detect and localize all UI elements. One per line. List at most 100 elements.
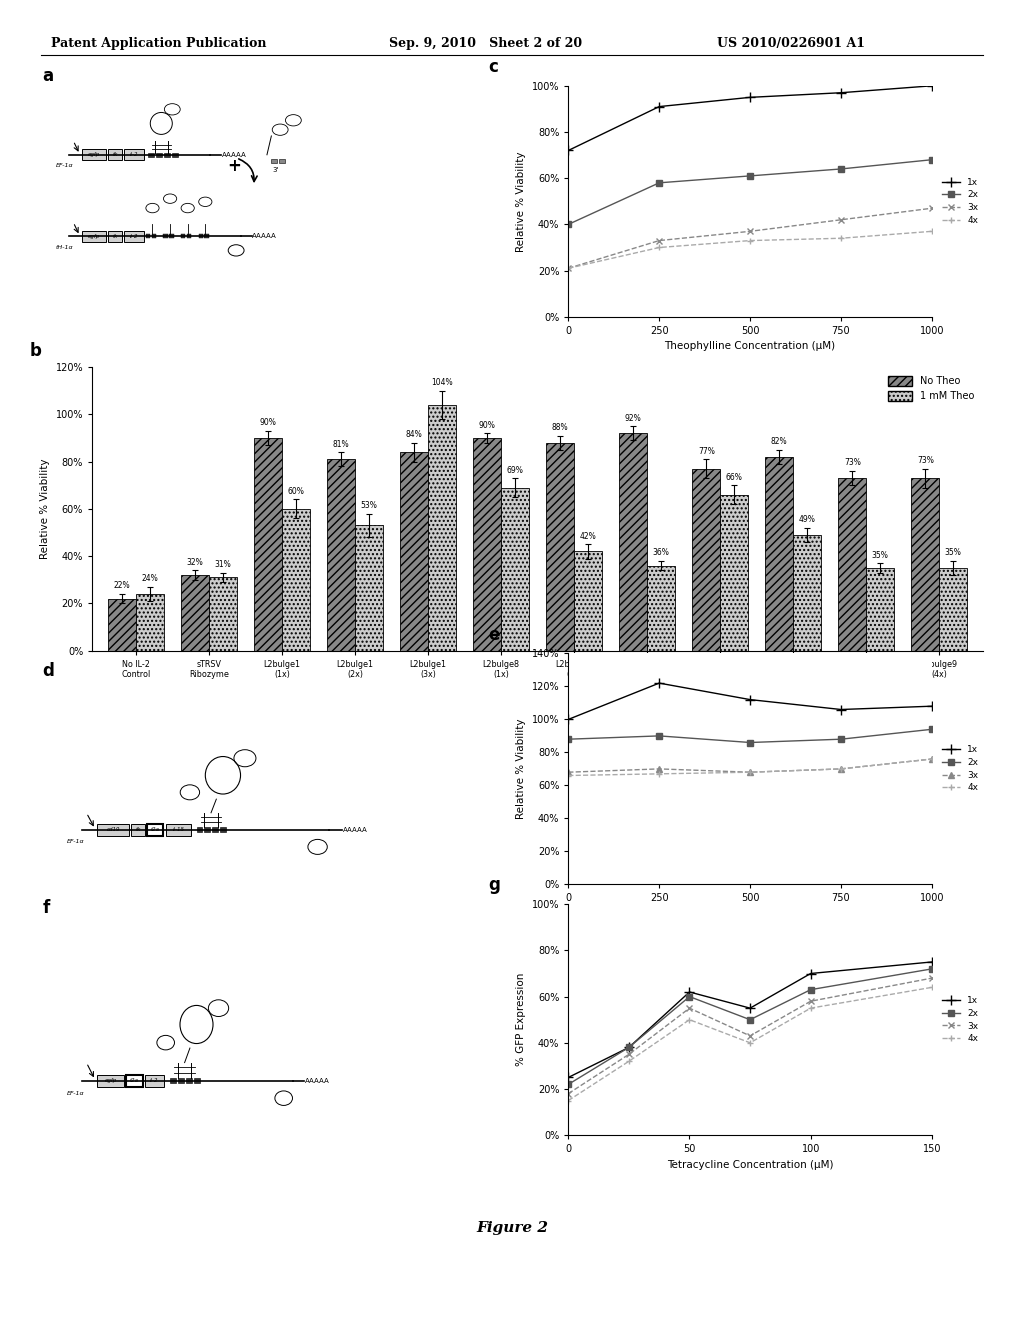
Text: US 2010/0226901 A1: US 2010/0226901 A1 xyxy=(717,37,865,50)
Y-axis label: Relative % Viability: Relative % Viability xyxy=(516,150,526,252)
Legend: No Theo, 1 mM Theo: No Theo, 1 mM Theo xyxy=(884,372,978,405)
4x xyxy=(653,766,666,781)
2x xyxy=(835,161,847,177)
4x xyxy=(562,260,574,276)
Bar xyxy=(164,235,168,238)
Text: egfp: egfp xyxy=(88,152,100,157)
Line: 2x: 2x xyxy=(565,965,935,1088)
1x xyxy=(805,966,817,982)
Text: a: a xyxy=(42,67,53,84)
3x xyxy=(743,223,756,239)
Legend: 1x, 2x, 3x, 4x: 1x, 2x, 3x, 4x xyxy=(940,994,980,1045)
Bar xyxy=(205,235,209,238)
3x xyxy=(743,764,756,780)
Bar xyxy=(148,153,154,157)
3x xyxy=(926,970,938,986)
Text: EF-1α: EF-1α xyxy=(67,840,84,845)
4x xyxy=(743,232,756,248)
Bar xyxy=(647,565,675,651)
Bar xyxy=(166,824,191,836)
Bar xyxy=(109,599,136,651)
Text: e: e xyxy=(488,626,500,644)
2x xyxy=(805,982,817,998)
Text: 3': 3' xyxy=(272,166,279,173)
Bar xyxy=(765,457,794,651)
Bar xyxy=(794,535,821,651)
X-axis label: Theophylline Concentration (μM): Theophylline Concentration (μM) xyxy=(665,342,836,351)
1x xyxy=(835,84,847,100)
Text: AAAAA: AAAAA xyxy=(343,826,368,833)
Text: b: b xyxy=(30,342,42,359)
Bar xyxy=(126,1074,142,1086)
Bar xyxy=(170,1078,176,1082)
Bar xyxy=(145,235,151,238)
2x xyxy=(926,721,938,737)
Bar xyxy=(939,568,967,651)
Bar xyxy=(172,153,177,157)
Line: 2x: 2x xyxy=(565,726,935,746)
Line: 4x: 4x xyxy=(565,983,935,1104)
1x xyxy=(743,1001,756,1016)
Text: 53%: 53% xyxy=(360,502,378,510)
Text: tk: tk xyxy=(113,152,118,157)
Bar xyxy=(866,568,894,651)
Y-axis label: Relative % Viability: Relative % Viability xyxy=(40,458,50,560)
Bar xyxy=(178,1078,183,1082)
Text: g: g xyxy=(488,876,500,895)
Bar xyxy=(620,433,647,651)
Text: 69%: 69% xyxy=(507,466,523,475)
Bar xyxy=(720,495,748,651)
Text: 31%: 31% xyxy=(214,560,231,569)
Text: 32%: 32% xyxy=(186,558,204,566)
3x xyxy=(562,764,574,780)
3x xyxy=(653,760,666,776)
4x xyxy=(835,760,847,776)
4x xyxy=(562,1093,574,1109)
Bar xyxy=(197,828,202,832)
Text: +: + xyxy=(227,157,241,174)
Legend: 1x, 2x, 3x, 4x: 1x, 2x, 3x, 4x xyxy=(940,743,980,795)
Bar xyxy=(109,149,122,160)
1x xyxy=(926,954,938,970)
Text: f: f xyxy=(42,899,49,917)
Text: 90%: 90% xyxy=(479,421,496,429)
1x xyxy=(562,1069,574,1085)
1x xyxy=(562,711,574,727)
Text: 35%: 35% xyxy=(871,550,889,560)
Bar xyxy=(144,1074,165,1086)
3x xyxy=(835,211,847,227)
Text: 90%: 90% xyxy=(260,418,276,428)
2x xyxy=(743,1011,756,1027)
Bar xyxy=(254,438,282,651)
Bar xyxy=(164,153,170,157)
1x xyxy=(562,143,574,158)
Bar xyxy=(839,478,866,651)
Bar xyxy=(109,231,122,242)
Text: c: c xyxy=(488,58,499,77)
Bar xyxy=(911,478,939,651)
4x xyxy=(926,223,938,239)
Bar xyxy=(131,824,145,836)
Legend: 1x, 2x, 3x, 4x: 1x, 2x, 3x, 4x xyxy=(940,176,980,227)
Line: 3x: 3x xyxy=(565,974,935,1097)
Line: 1x: 1x xyxy=(563,81,937,156)
1x xyxy=(743,692,756,708)
2x xyxy=(835,731,847,747)
3x xyxy=(683,1001,695,1016)
Text: egfp: egfp xyxy=(104,1078,117,1084)
3x xyxy=(805,993,817,1008)
Bar xyxy=(124,149,143,160)
4x xyxy=(743,764,756,780)
2x xyxy=(623,1040,635,1056)
1x xyxy=(653,99,666,115)
Bar xyxy=(355,525,383,651)
3x xyxy=(926,751,938,767)
2x xyxy=(683,989,695,1005)
Bar xyxy=(199,235,203,238)
Bar xyxy=(186,235,191,238)
Text: il-2: il-2 xyxy=(129,152,138,157)
Text: 73%: 73% xyxy=(844,458,861,467)
Text: AAAAA: AAAAA xyxy=(253,234,278,239)
3x xyxy=(562,260,574,276)
Text: AAAAA: AAAAA xyxy=(305,1077,330,1084)
